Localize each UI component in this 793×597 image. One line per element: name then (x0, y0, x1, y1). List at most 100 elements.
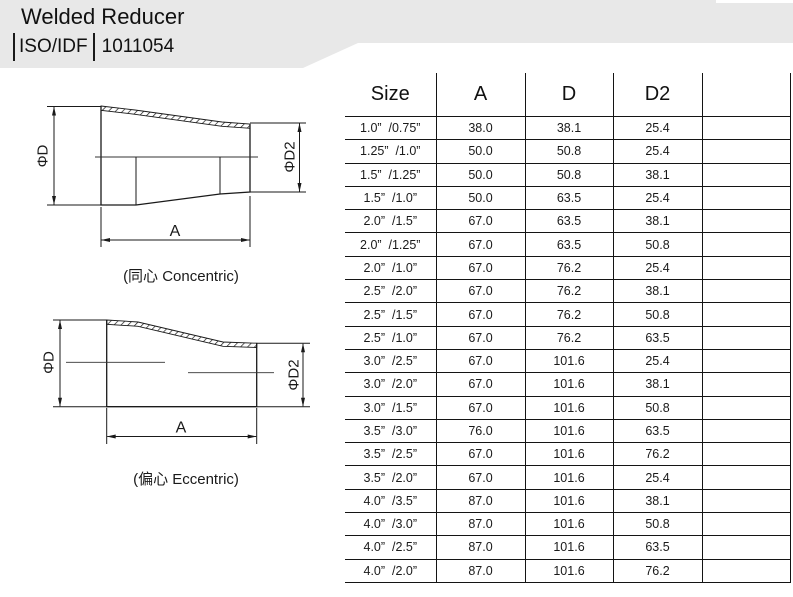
table-cell: 38.1 (613, 372, 703, 397)
table-cell: 67.0 (436, 465, 526, 490)
table-cell: 2.5” /1.5” (345, 302, 437, 327)
table-cell (702, 559, 791, 583)
table-cell: 3.0” /2.5” (345, 349, 437, 374)
table-cell: 4.0” /3.0” (345, 512, 437, 537)
table-cell: 67.0 (436, 396, 526, 420)
table-cell: 76.0 (436, 419, 526, 444)
eccentric-reducer-drawing: ΦD ΦD2 A (41, 319, 310, 444)
table-cell: 25.4 (613, 349, 703, 374)
table-cell (702, 326, 791, 350)
table-cell: 4.0” /2.5” (345, 535, 437, 560)
table-cell (702, 209, 791, 234)
table-cell: 76.2 (613, 442, 703, 467)
table-cell: 76.2 (525, 256, 614, 281)
table-cell (702, 256, 791, 281)
reducer-body-outline (100, 106, 251, 206)
table-cell: 3.0” /2.0” (345, 372, 437, 397)
table-cell: 4.0” /3.5” (345, 489, 437, 514)
table-cell (702, 139, 791, 164)
table-row: 2.5” /2.0” 67.0 76.2 38.1 (345, 279, 791, 304)
table-row: 2.0” /1.25” 67.0 63.5 50.8 (345, 232, 791, 257)
table-cell: 50.0 (436, 163, 526, 187)
table-cell: 101.6 (525, 535, 614, 560)
table-cell (702, 116, 791, 141)
standard-label: ISO/IDF (19, 36, 88, 57)
table-cell: 25.4 (613, 465, 703, 490)
header-row: Size A D D2 (345, 73, 791, 117)
table-row: 4.0” /3.0” 87.0 101.6 50.8 (345, 512, 791, 537)
table-cell: 1.0” /0.75” (345, 116, 437, 141)
table-row: 3.5” /3.0” 76.0 101.6 63.5 (345, 419, 791, 444)
table-cell (702, 279, 791, 304)
table-cell: 50.8 (613, 232, 703, 257)
table-row: 3.5” /2.0” 67.0 101.6 25.4 (345, 465, 791, 490)
table-cell: 63.5 (613, 535, 703, 560)
table-cell: 38.1 (613, 209, 703, 234)
table-cell: 67.0 (436, 279, 526, 304)
column-header-a: A (436, 73, 526, 117)
table-cell: 101.6 (525, 419, 614, 444)
table-cell: 63.5 (613, 419, 703, 444)
table-cell: 4.0” /2.0” (345, 559, 437, 583)
table-cell: 2.0” /1.25” (345, 232, 437, 257)
table-cell: 101.6 (525, 559, 614, 583)
table-row: 1.5” /1.25” 50.0 50.8 38.1 (345, 163, 791, 187)
dimension-a (100, 196, 251, 247)
table-cell: 25.4 (613, 139, 703, 164)
table-cell: 67.0 (436, 326, 526, 350)
column-header-empty (702, 73, 791, 117)
table-cell: 38.0 (436, 116, 526, 141)
table-cell: 1.25” /1.0” (345, 139, 437, 164)
table-cell: 3.5” /3.0” (345, 419, 437, 444)
table-row: 4.0” /2.0” 87.0 101.6 76.2 (345, 559, 791, 583)
table-cell (702, 163, 791, 187)
spec-table-body: 1.0” /0.75” 38.0 38.1 25.4 1.25” /1.0” 50.0 50… (345, 116, 791, 583)
table-cell (702, 302, 791, 327)
reducer-body-outline (106, 320, 258, 408)
eccentric-caption: (偏心 Eccentric) (133, 471, 239, 488)
dimension-d (53, 319, 107, 408)
table-cell: 67.0 (436, 256, 526, 281)
table-cell (702, 419, 791, 444)
table-cell: 50.0 (436, 186, 526, 211)
table-row: 1.25” /1.0” 50.0 50.8 25.4 (345, 139, 791, 164)
table-cell: 2.5” /1.0” (345, 326, 437, 350)
table-cell: 50.8 (613, 396, 703, 420)
table-cell: 1.5” /1.0” (345, 186, 437, 211)
dim-label-a: A (170, 223, 181, 240)
table-cell: 50.0 (436, 139, 526, 164)
table-cell: 101.6 (525, 372, 614, 397)
table-cell (702, 465, 791, 490)
table-cell: 25.4 (613, 116, 703, 141)
table-cell: 3.5” /2.0” (345, 465, 437, 490)
weld-bevel-hatch (100, 105, 251, 129)
table-cell: 67.0 (436, 349, 526, 374)
table-row: 1.0” /0.75” 38.0 38.1 25.4 (345, 116, 791, 141)
table-cell: 50.8 (613, 302, 703, 327)
table-cell: 38.1 (613, 279, 703, 304)
table-cell: 101.6 (525, 465, 614, 490)
table-cell: 87.0 (436, 489, 526, 514)
table-cell: 87.0 (436, 559, 526, 583)
table-cell: 3.0” /1.5” (345, 396, 437, 420)
spec-table-header: Size A D D2 (345, 73, 791, 117)
table-cell (702, 535, 791, 560)
table-row: 4.0” /2.5” 87.0 101.6 63.5 (345, 535, 791, 560)
table-cell (702, 372, 791, 397)
table-row: 2.0” /1.5” 67.0 63.5 38.1 (345, 209, 791, 234)
table-cell: 76.2 (525, 279, 614, 304)
table-cell: 2.5” /2.0” (345, 279, 437, 304)
concentric-reducer-drawing: ΦD ΦD2 A (35, 105, 306, 247)
dimension-d2 (256, 342, 310, 408)
table-cell: 87.0 (436, 535, 526, 560)
table-cell (702, 489, 791, 514)
table-cell: 76.2 (525, 302, 614, 327)
dim-label-a: A (176, 420, 187, 437)
table-cell: 25.4 (613, 256, 703, 281)
table-cell: 2.0” /1.0” (345, 256, 437, 281)
table-cell (702, 349, 791, 374)
table-cell: 67.0 (436, 302, 526, 327)
table-cell: 38.1 (613, 163, 703, 187)
table-row: 3.0” /1.5” 67.0 101.6 50.8 (345, 396, 791, 420)
